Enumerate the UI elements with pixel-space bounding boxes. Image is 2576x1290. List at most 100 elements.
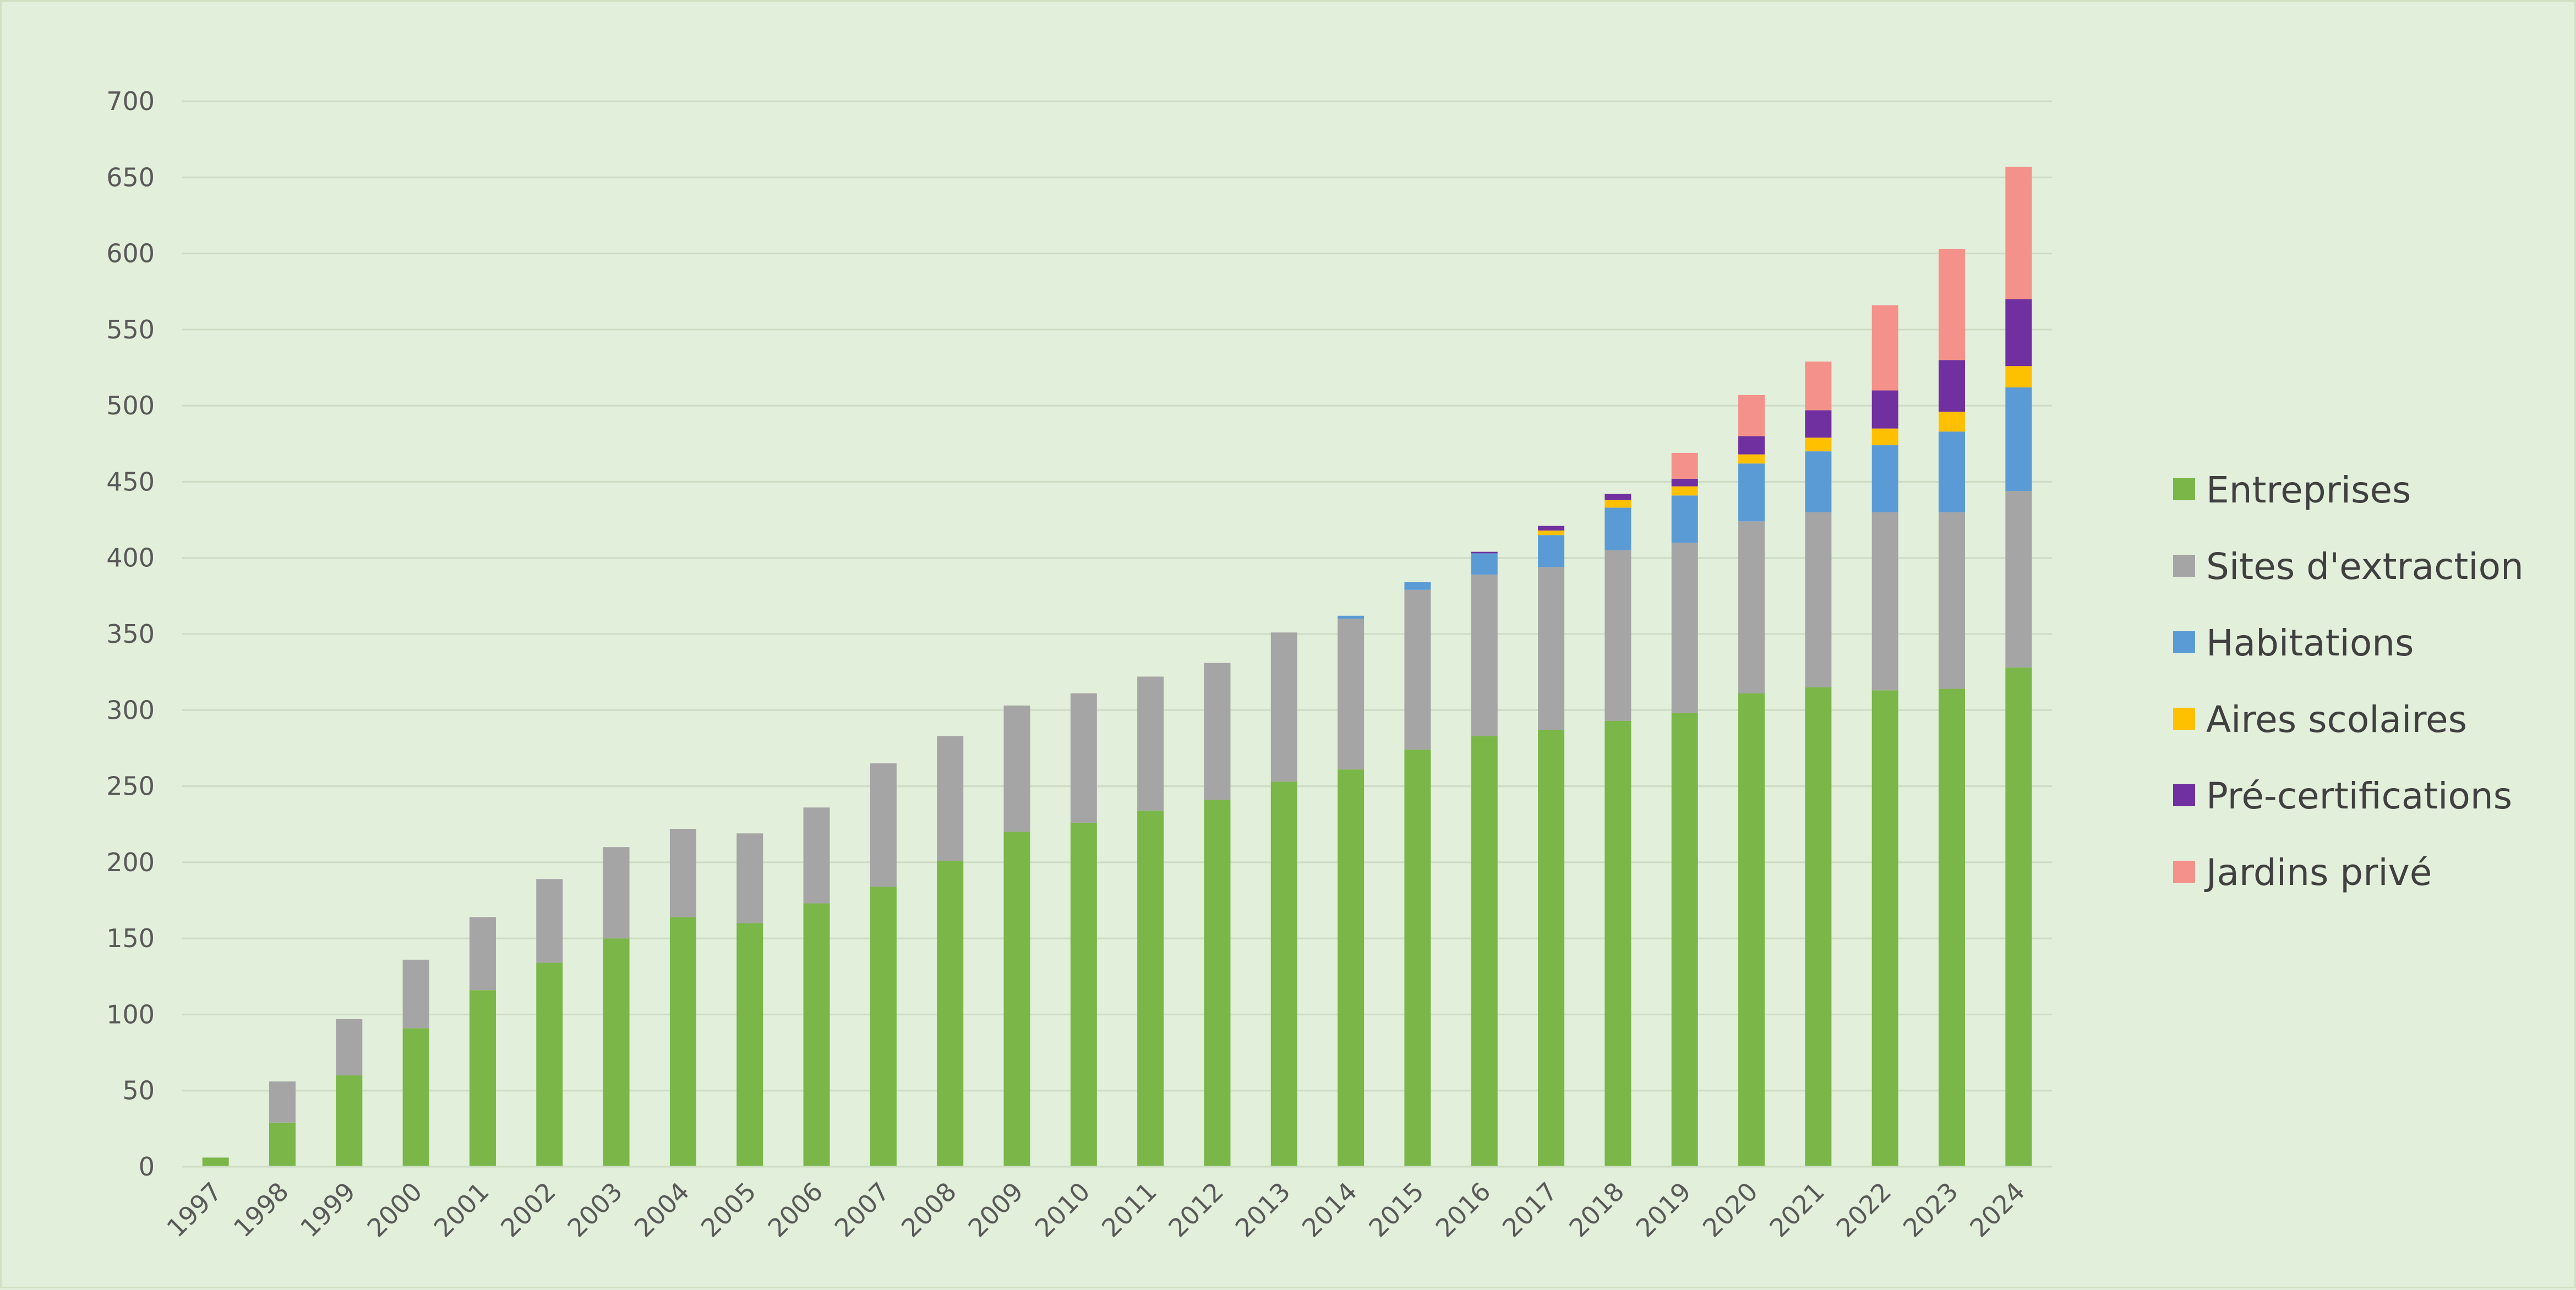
x-tick-label: 2010: [1029, 1177, 1096, 1243]
y-tick-label: 600: [106, 239, 155, 269]
bar-segment: [1671, 452, 1698, 479]
bar-segment: [1805, 410, 1832, 438]
bar-segment: [1070, 693, 1097, 823]
y-tick-label: 700: [106, 86, 155, 116]
bar-segment: [870, 763, 897, 887]
bar-segment: [2005, 667, 2032, 1167]
bar-segment: [1671, 478, 1698, 487]
x-tick-label: 2006: [762, 1177, 828, 1243]
legend-label: Entreprises: [2206, 469, 2411, 511]
legend-label: Sites d'extraction: [2206, 545, 2524, 588]
bar-segment: [1338, 619, 1365, 770]
legend-item: Jardins privé: [2173, 851, 2432, 894]
bar-segment: [1338, 769, 1365, 1167]
bar-segment: [1871, 445, 1898, 512]
bar-segment: [1270, 632, 1297, 782]
bar-segment: [1939, 512, 1966, 689]
bar-segment: [870, 887, 897, 1167]
x-tick-label: 1997: [161, 1177, 227, 1243]
x-tick-label: 2008: [896, 1177, 962, 1243]
bar-segment: [1404, 750, 1431, 1167]
bar-segment: [1939, 249, 1966, 360]
bar-segment: [1671, 486, 1698, 496]
bar-segment: [937, 861, 964, 1167]
bar-segment: [1871, 390, 1898, 429]
bar-segment: [269, 1081, 296, 1123]
bar-segment: [1137, 676, 1164, 811]
bar-segment: [1404, 582, 1431, 590]
x-tick-label: 2011: [1096, 1177, 1163, 1243]
x-tick-label: 2020: [1697, 1177, 1764, 1243]
bar-segment: [937, 736, 964, 861]
bar-segment: [1738, 454, 1765, 464]
legend-label: Habitations: [2206, 622, 2414, 664]
bar-segment: [202, 1157, 229, 1167]
legend-item: Sites d'extraction: [2173, 545, 2524, 588]
bar-segment: [803, 807, 830, 904]
bar-segment: [669, 917, 696, 1167]
bar-segment: [2005, 299, 2032, 367]
bar-segment: [1538, 567, 1565, 730]
x-tick-label: 2012: [1163, 1177, 1229, 1243]
x-tick-label: 2019: [1630, 1177, 1697, 1243]
x-tick-label: 2001: [428, 1177, 495, 1243]
x-tick-label: 2004: [629, 1177, 695, 1243]
bar-segment: [1404, 589, 1431, 750]
x-tick-label: 2024: [1964, 1177, 2031, 1243]
bars: [202, 166, 2032, 1167]
bar-segment: [1871, 690, 1898, 1167]
bar-segment: [1471, 551, 1498, 554]
legend-swatch: [2173, 784, 2195, 806]
legend-swatch: [2173, 555, 2195, 577]
bar-segment: [1871, 512, 1898, 691]
bar-segment: [1538, 530, 1565, 535]
legend-swatch: [2173, 631, 2195, 653]
bar-segment: [1604, 500, 1631, 508]
bar-segment: [2005, 387, 2032, 491]
bar-segment: [1538, 535, 1565, 567]
legend-item: Pré-certifications: [2173, 775, 2512, 817]
x-tick-label: 2017: [1497, 1177, 1563, 1243]
bar-segment: [469, 917, 496, 991]
bar-segment: [1471, 736, 1498, 1167]
y-tick-label: 300: [106, 695, 155, 725]
y-axis: 0 50 100 150 200 250 300 350 400 450 500 550 600 650 7…: [106, 86, 155, 1182]
gridlines: [182, 100, 2052, 1092]
x-tick-label: 2018: [1563, 1177, 1630, 1243]
bar-segment: [536, 963, 563, 1167]
bar-segment: [536, 879, 563, 963]
bar-segment: [1939, 688, 1966, 1167]
bar-segment: [736, 833, 763, 923]
legend-label: Aires scolaires: [2206, 698, 2467, 741]
bar-segment: [1939, 431, 1966, 512]
bar-segment: [1805, 687, 1832, 1167]
bar-segment: [1939, 412, 1966, 432]
legend: Entreprises Sites d'extraction Habitations…: [2173, 469, 2524, 894]
x-tick-label: 2005: [695, 1177, 762, 1243]
legend-swatch: [2173, 478, 2195, 500]
x-tick-label: 2021: [1764, 1177, 1830, 1243]
x-tick-label: 1998: [228, 1177, 294, 1243]
x-tick-label: 2016: [1430, 1177, 1497, 1243]
bar-segment: [1538, 730, 1565, 1167]
bar-segment: [402, 959, 429, 1029]
legend-label: Pré-certifications: [2206, 775, 2512, 817]
legend-label: Jardins privé: [2204, 851, 2432, 894]
bar-segment: [1003, 705, 1030, 832]
legend-item: Habitations: [2173, 622, 2414, 664]
bar-segment: [1805, 361, 1832, 411]
x-tick-label: 2000: [361, 1177, 428, 1243]
legend-swatch: [2173, 708, 2195, 730]
bar-segment: [1738, 436, 1765, 455]
bar-segment: [402, 1028, 429, 1167]
y-tick-label: 350: [106, 619, 155, 649]
bar-segment: [1070, 822, 1097, 1167]
bar-segment: [1805, 451, 1832, 512]
x-tick-label: 1999: [294, 1177, 361, 1243]
bar-segment: [1738, 395, 1765, 436]
x-tick-label: 2022: [1831, 1177, 1897, 1243]
y-tick-label: 150: [106, 923, 155, 953]
bar-segment: [469, 990, 496, 1167]
bar-segment: [1871, 428, 1898, 446]
